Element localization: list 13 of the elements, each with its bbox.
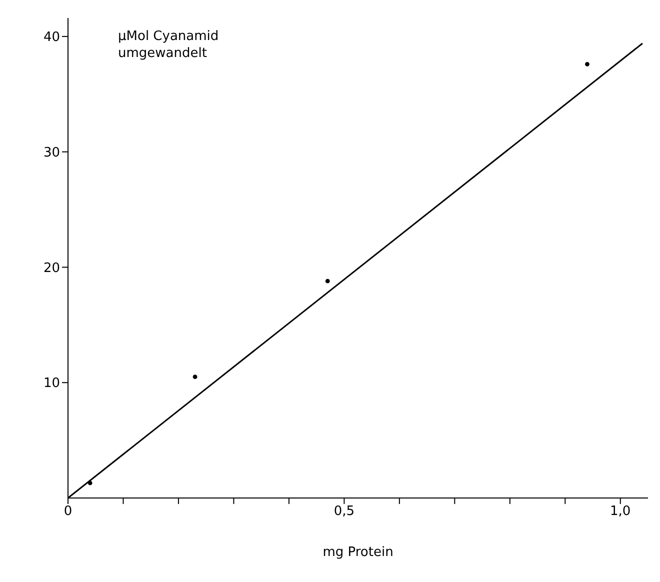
point <box>192 374 198 380</box>
y-tick-label: 10 <box>43 376 60 392</box>
point <box>585 62 590 66</box>
y-axis-title: μMol Cyanamid umgewandelt <box>118 29 219 61</box>
x-tick-label: 0 <box>64 504 72 520</box>
y-tick-label: 20 <box>43 260 60 276</box>
x-axis-title: mg Protein <box>322 545 394 560</box>
point <box>325 278 330 284</box>
y-tick-label: 30 <box>43 145 60 160</box>
x-tick-label: 0,5 <box>334 504 355 520</box>
y-tick-label: 40 <box>43 30 60 46</box>
point <box>88 480 92 486</box>
x-tick-label: 1,0 <box>610 504 631 520</box>
